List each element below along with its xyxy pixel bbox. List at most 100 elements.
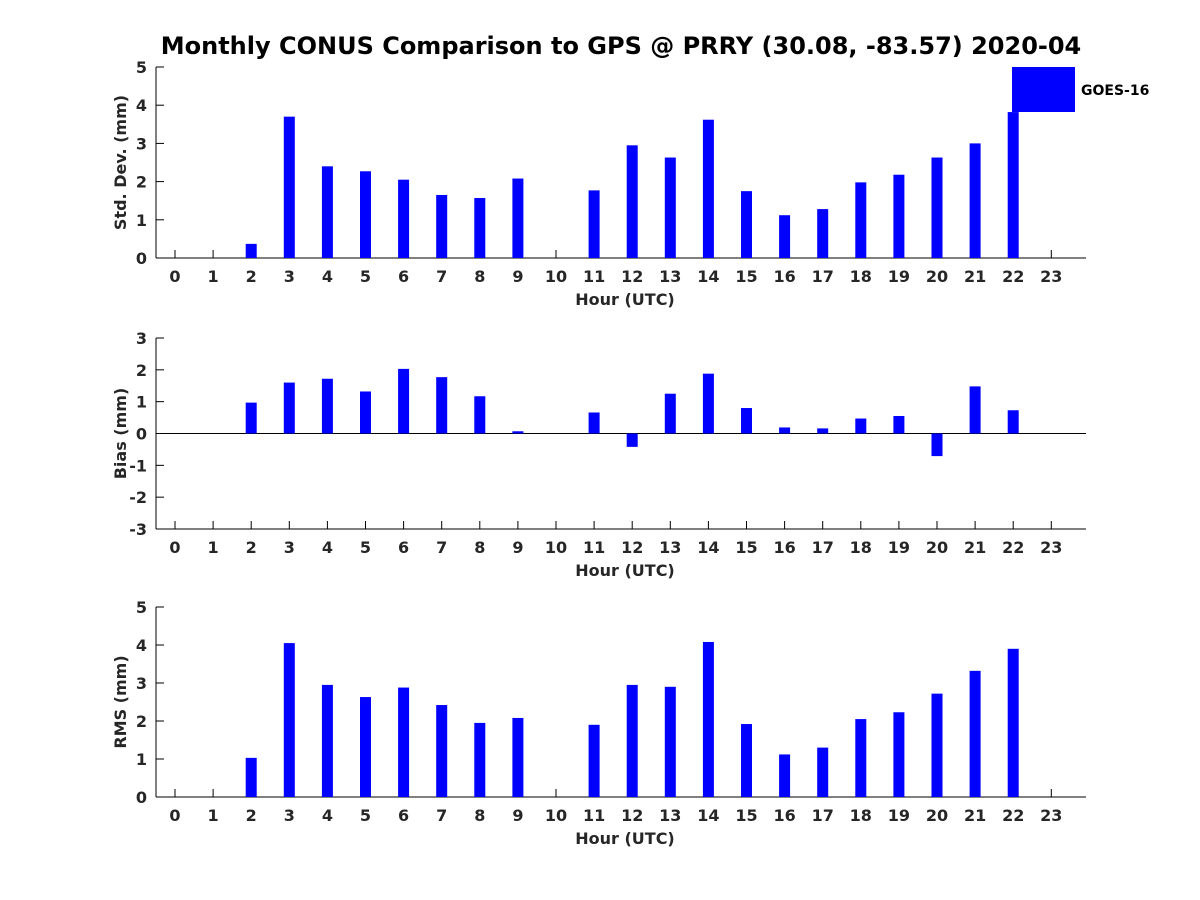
x-tick-label: 5 bbox=[360, 806, 371, 825]
bar bbox=[626, 433, 638, 447]
y-tick-label: 2 bbox=[136, 173, 147, 192]
x-tick-label: 6 bbox=[398, 806, 409, 825]
bar bbox=[436, 194, 448, 258]
x-tick-label: 16 bbox=[773, 806, 795, 825]
y-axis-label: Bias (mm) bbox=[111, 388, 130, 480]
bar bbox=[702, 641, 714, 797]
x-tick-label: 20 bbox=[926, 267, 948, 286]
bar bbox=[855, 418, 867, 434]
x-tick-label: 1 bbox=[208, 806, 219, 825]
x-tick-label: 16 bbox=[773, 267, 795, 286]
y-tick-label: 1 bbox=[136, 393, 147, 412]
y-tick-label: 2 bbox=[136, 361, 147, 380]
bar bbox=[1007, 112, 1019, 259]
bar bbox=[817, 747, 829, 797]
bar bbox=[779, 215, 791, 258]
bar bbox=[512, 178, 524, 258]
figure-title: Monthly CONUS Comparison to GPS @ PRRY (… bbox=[161, 32, 1082, 60]
y-tick-label: 5 bbox=[136, 598, 147, 617]
x-tick-label: 7 bbox=[436, 538, 447, 557]
x-tick-label: 13 bbox=[659, 806, 681, 825]
y-axis-label: Std. Dev. (mm) bbox=[111, 95, 130, 230]
x-tick-label: 19 bbox=[888, 538, 910, 557]
x-tick-label: 22 bbox=[1002, 538, 1024, 557]
legend-swatch bbox=[1012, 67, 1075, 112]
x-tick-label: 13 bbox=[659, 538, 681, 557]
x-tick-label: 15 bbox=[735, 267, 757, 286]
bar bbox=[664, 686, 676, 797]
bar bbox=[512, 431, 524, 434]
x-tick-label: 0 bbox=[169, 267, 180, 286]
bar bbox=[931, 157, 943, 258]
x-tick-label: 8 bbox=[474, 267, 485, 286]
bar bbox=[626, 684, 638, 797]
bar bbox=[741, 724, 752, 797]
bar bbox=[855, 719, 867, 797]
bar bbox=[474, 198, 486, 258]
x-tick-label: 1 bbox=[208, 538, 219, 557]
y-tick-label: 3 bbox=[136, 674, 147, 693]
bar bbox=[436, 377, 448, 434]
x-tick-label: 12 bbox=[621, 806, 643, 825]
x-tick-label: 14 bbox=[697, 538, 719, 557]
x-tick-label: 14 bbox=[697, 267, 719, 286]
x-tick-label: 12 bbox=[621, 267, 643, 286]
x-tick-label: 20 bbox=[926, 538, 948, 557]
bar bbox=[588, 412, 600, 434]
bar bbox=[283, 643, 295, 797]
y-tick-label: 5 bbox=[136, 58, 147, 77]
x-tick-label: 6 bbox=[398, 267, 409, 286]
x-tick-label: 0 bbox=[169, 538, 180, 557]
bar bbox=[360, 391, 371, 434]
x-tick-label: 11 bbox=[583, 806, 605, 825]
bar bbox=[360, 171, 371, 258]
bar bbox=[283, 382, 295, 434]
y-tick-label: 0 bbox=[136, 249, 147, 268]
y-tick-label: 1 bbox=[136, 211, 147, 230]
bar bbox=[664, 157, 676, 258]
x-tick-label: 17 bbox=[812, 267, 834, 286]
bar bbox=[664, 393, 676, 434]
bar bbox=[245, 243, 257, 258]
bar bbox=[321, 684, 333, 797]
bar bbox=[893, 712, 905, 797]
bar bbox=[398, 687, 410, 797]
x-tick-label: 4 bbox=[322, 538, 333, 557]
y-tick-label: -2 bbox=[129, 488, 147, 507]
x-tick-label: 5 bbox=[360, 267, 371, 286]
x-tick-label: 3 bbox=[284, 538, 295, 557]
x-tick-label: 7 bbox=[436, 267, 447, 286]
x-tick-label: 16 bbox=[773, 538, 795, 557]
y-tick-label: 3 bbox=[136, 329, 147, 348]
x-tick-label: 11 bbox=[583, 267, 605, 286]
y-tick-label: 0 bbox=[136, 425, 147, 444]
x-tick-label: 18 bbox=[850, 267, 872, 286]
bar bbox=[283, 116, 295, 258]
x-tick-label: 15 bbox=[735, 806, 757, 825]
bar bbox=[741, 191, 752, 258]
x-tick-label: 21 bbox=[964, 538, 986, 557]
x-tick-label: 23 bbox=[1040, 806, 1062, 825]
x-tick-label: 21 bbox=[964, 806, 986, 825]
legend: GOES-16 bbox=[1012, 67, 1149, 112]
bar bbox=[321, 378, 333, 434]
y-tick-label: 0 bbox=[136, 788, 147, 807]
bar bbox=[321, 166, 333, 258]
bar bbox=[855, 182, 867, 258]
y-tick-label: 1 bbox=[136, 750, 147, 769]
x-tick-label: 5 bbox=[360, 538, 371, 557]
x-tick-label: 4 bbox=[322, 806, 333, 825]
bar bbox=[741, 408, 752, 434]
bar bbox=[969, 386, 981, 434]
bar bbox=[969, 143, 981, 258]
x-tick-label: 10 bbox=[545, 538, 567, 557]
y-axis-label: RMS (mm) bbox=[111, 655, 130, 748]
x-tick-label: 8 bbox=[474, 806, 485, 825]
x-tick-label: 13 bbox=[659, 267, 681, 286]
x-axis-label: Hour (UTC) bbox=[575, 561, 675, 580]
